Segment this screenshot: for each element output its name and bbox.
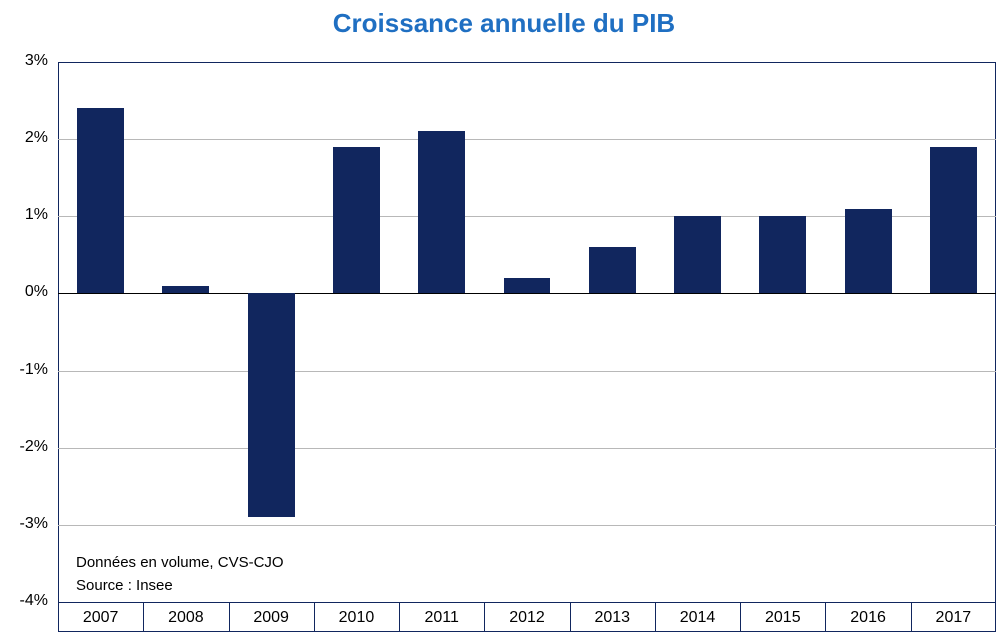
x-tick-label: 2007 [58, 609, 143, 627]
x-tick-separator [911, 602, 912, 632]
x-tick-separator [143, 602, 144, 632]
bar [930, 147, 977, 294]
x-tick-label: 2011 [399, 609, 484, 627]
gridline [58, 525, 996, 526]
gridline [58, 139, 996, 140]
gridline [58, 371, 996, 372]
x-tick-label: 2014 [655, 609, 740, 627]
bar [248, 293, 295, 517]
y-tick-label: 0% [0, 283, 48, 301]
chart-title: Croissance annuelle du PIB [0, 8, 1008, 39]
bar [674, 216, 721, 293]
x-tick-label: 2012 [484, 609, 569, 627]
x-tick-separator [740, 602, 741, 632]
x-tick-label: 2010 [314, 609, 399, 627]
plot-area [58, 62, 996, 602]
x-tick-separator [825, 602, 826, 632]
x-axis-band-top [58, 602, 996, 603]
bar [418, 131, 465, 293]
x-tick-label: 2008 [143, 609, 228, 627]
bar [504, 278, 551, 293]
chart-footnote: Source : Insee [76, 577, 173, 594]
bar [333, 147, 380, 294]
bar [162, 286, 209, 294]
y-tick-label: 1% [0, 206, 48, 224]
y-tick-label: -3% [0, 515, 48, 533]
x-tick-label: 2015 [740, 609, 825, 627]
bar [759, 216, 806, 293]
bar [77, 108, 124, 293]
y-tick-label: -1% [0, 361, 48, 379]
gdp-growth-chart: Croissance annuelle du PIB -4% -3% -2% -1% 0… [0, 0, 1008, 638]
y-tick-label: -2% [0, 438, 48, 456]
x-tick-separator [655, 602, 656, 632]
x-tick-separator [229, 602, 230, 632]
gridline [58, 448, 996, 449]
y-tick-label: 3% [0, 52, 48, 70]
bar [845, 209, 892, 294]
bar [589, 247, 636, 293]
x-tick-separator [399, 602, 400, 632]
x-tick-separator [314, 602, 315, 632]
chart-footnote: Données en volume, CVS-CJO [76, 554, 284, 571]
x-tick-separator [484, 602, 485, 632]
x-tick-label: 2017 [911, 609, 996, 627]
x-tick-label: 2009 [229, 609, 314, 627]
x-tick-label: 2016 [825, 609, 910, 627]
x-tick-separator [570, 602, 571, 632]
y-tick-label: 2% [0, 129, 48, 147]
x-tick-label: 2013 [570, 609, 655, 627]
y-tick-label: -4% [0, 592, 48, 610]
